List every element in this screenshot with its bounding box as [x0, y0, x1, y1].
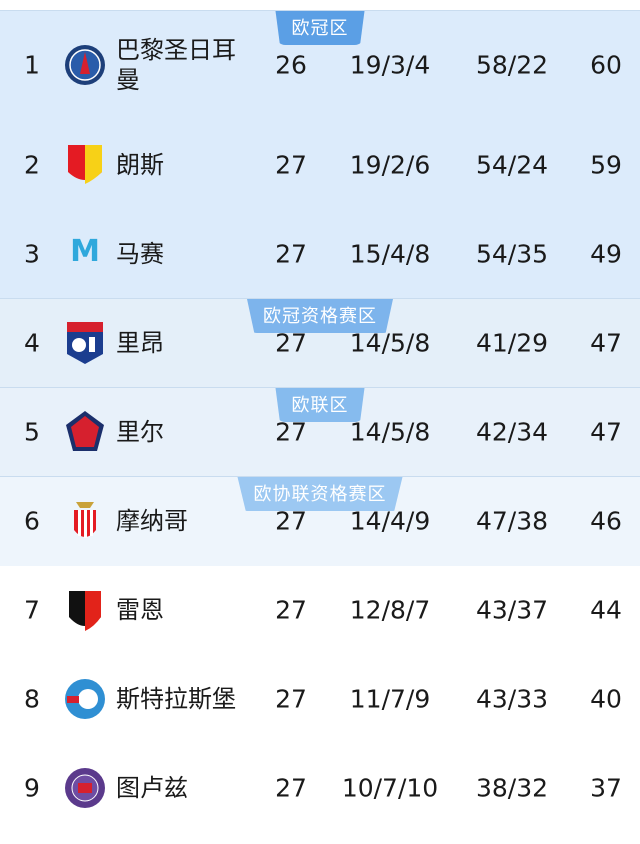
rank: 6	[24, 506, 40, 535]
matches-played: 26	[275, 50, 307, 80]
rank: 4	[24, 328, 40, 357]
goals-for-against: 42/34	[475, 417, 549, 446]
svg-text:M: M	[70, 234, 100, 269]
win-draw-loss: 14/5/8	[349, 417, 431, 446]
table-row[interactable]: 5 里尔 27 14/5/8 42/34 47	[0, 387, 640, 476]
win-draw-loss: 19/2/6	[349, 150, 431, 179]
team-name[interactable]: 摩纳哥	[116, 506, 188, 535]
matches-played: 27	[275, 506, 307, 535]
points: 47	[590, 417, 622, 446]
zone-badge: 欧冠区	[275, 11, 365, 45]
table-row[interactable]: 9 图卢兹 27 10/7/10 38/32 37	[0, 743, 640, 832]
rank: 1	[24, 50, 40, 80]
zone-badge: 欧协联资格赛区	[237, 477, 403, 511]
rank: 2	[24, 150, 40, 179]
rennes-logo	[69, 590, 101, 631]
matches-played: 27	[275, 684, 307, 713]
matches-played: 27	[275, 417, 307, 446]
win-draw-loss: 15/4/8	[349, 239, 431, 268]
goals-for-against: 43/37	[475, 595, 549, 624]
rank: 9	[24, 773, 40, 802]
team-name[interactable]: 里昂	[116, 328, 164, 357]
rank: 7	[24, 595, 40, 624]
team-name[interactable]: 朗斯	[116, 150, 164, 179]
rank: 5	[24, 417, 40, 446]
win-draw-loss: 14/5/8	[349, 328, 431, 357]
monaco-logo	[74, 501, 96, 538]
table-row[interactable]: 1 巴黎圣日耳曼 26 19/3/4 58/22 60	[0, 10, 640, 120]
zone-badge: 欧联区	[275, 388, 365, 422]
goals-for-against: 58/22	[475, 50, 549, 80]
zone-badge: 欧冠资格赛区	[247, 299, 393, 333]
matches-played: 27	[275, 239, 307, 268]
goals-for-against: 43/33	[475, 684, 549, 713]
win-draw-loss: 14/4/9	[349, 506, 431, 535]
table-row[interactable]: 4 里昂 27 14/5/8 41/29 47	[0, 298, 640, 387]
table-row[interactable]: 2 朗斯 27 19/2/6 54/24 59	[0, 120, 640, 209]
psg-logo	[65, 45, 105, 85]
win-draw-loss: 12/8/7	[349, 595, 431, 624]
matches-played: 27	[275, 773, 307, 802]
matches-played: 27	[275, 328, 307, 357]
rank: 8	[24, 684, 40, 713]
goals-for-against: 41/29	[475, 328, 549, 357]
points: 59	[590, 150, 622, 179]
matches-played: 27	[275, 150, 307, 179]
table-row[interactable]: 8 斯特拉斯堡 27 11/7/9 43/33 40	[0, 654, 640, 743]
points: 40	[590, 684, 622, 713]
points: 46	[590, 506, 622, 535]
goals-for-against: 38/32	[475, 773, 549, 802]
table-row[interactable]: 6 摩纳哥 27 14/4/9 47/38 46	[0, 476, 640, 565]
marseille-logo: M	[70, 234, 100, 269]
lyon-logo	[67, 321, 103, 364]
team-name[interactable]: 里尔	[116, 417, 164, 446]
table-row[interactable]: 3 M 马赛 27 15/4/8 54/35 49	[0, 209, 640, 298]
win-draw-loss: 19/3/4	[349, 50, 431, 80]
zone-section: 欧协联资格赛区	[0, 476, 640, 566]
lille-logo	[66, 410, 104, 451]
strasbourg-logo	[65, 678, 105, 719]
zone-section: 欧冠资格赛区	[0, 298, 640, 388]
points: 37	[590, 773, 622, 802]
team-name[interactable]: 斯特拉斯堡	[116, 684, 236, 713]
points: 47	[590, 328, 622, 357]
points: 60	[590, 50, 622, 80]
team-name[interactable]: 图卢兹	[116, 773, 188, 802]
win-draw-loss: 11/7/9	[349, 684, 431, 713]
points: 49	[590, 239, 622, 268]
zone-section: 欧联区	[0, 387, 640, 477]
rank: 3	[24, 239, 40, 268]
goals-for-against: 54/35	[475, 239, 549, 268]
table-row[interactable]: 7 雷恩 27 12/8/7 43/37 44	[0, 565, 640, 654]
zone-section: 欧冠区	[0, 10, 640, 299]
team-name[interactable]: 巴黎圣日耳曼	[116, 36, 236, 94]
toulouse-logo	[65, 767, 105, 808]
goals-for-against: 54/24	[475, 150, 549, 179]
goals-for-against: 47/38	[475, 506, 549, 535]
lens-logo	[68, 144, 102, 184]
win-draw-loss: 10/7/10	[341, 773, 439, 802]
team-name[interactable]: 雷恩	[116, 595, 164, 624]
matches-played: 27	[275, 595, 307, 624]
points: 44	[590, 595, 622, 624]
team-name[interactable]: 马赛	[116, 239, 164, 268]
